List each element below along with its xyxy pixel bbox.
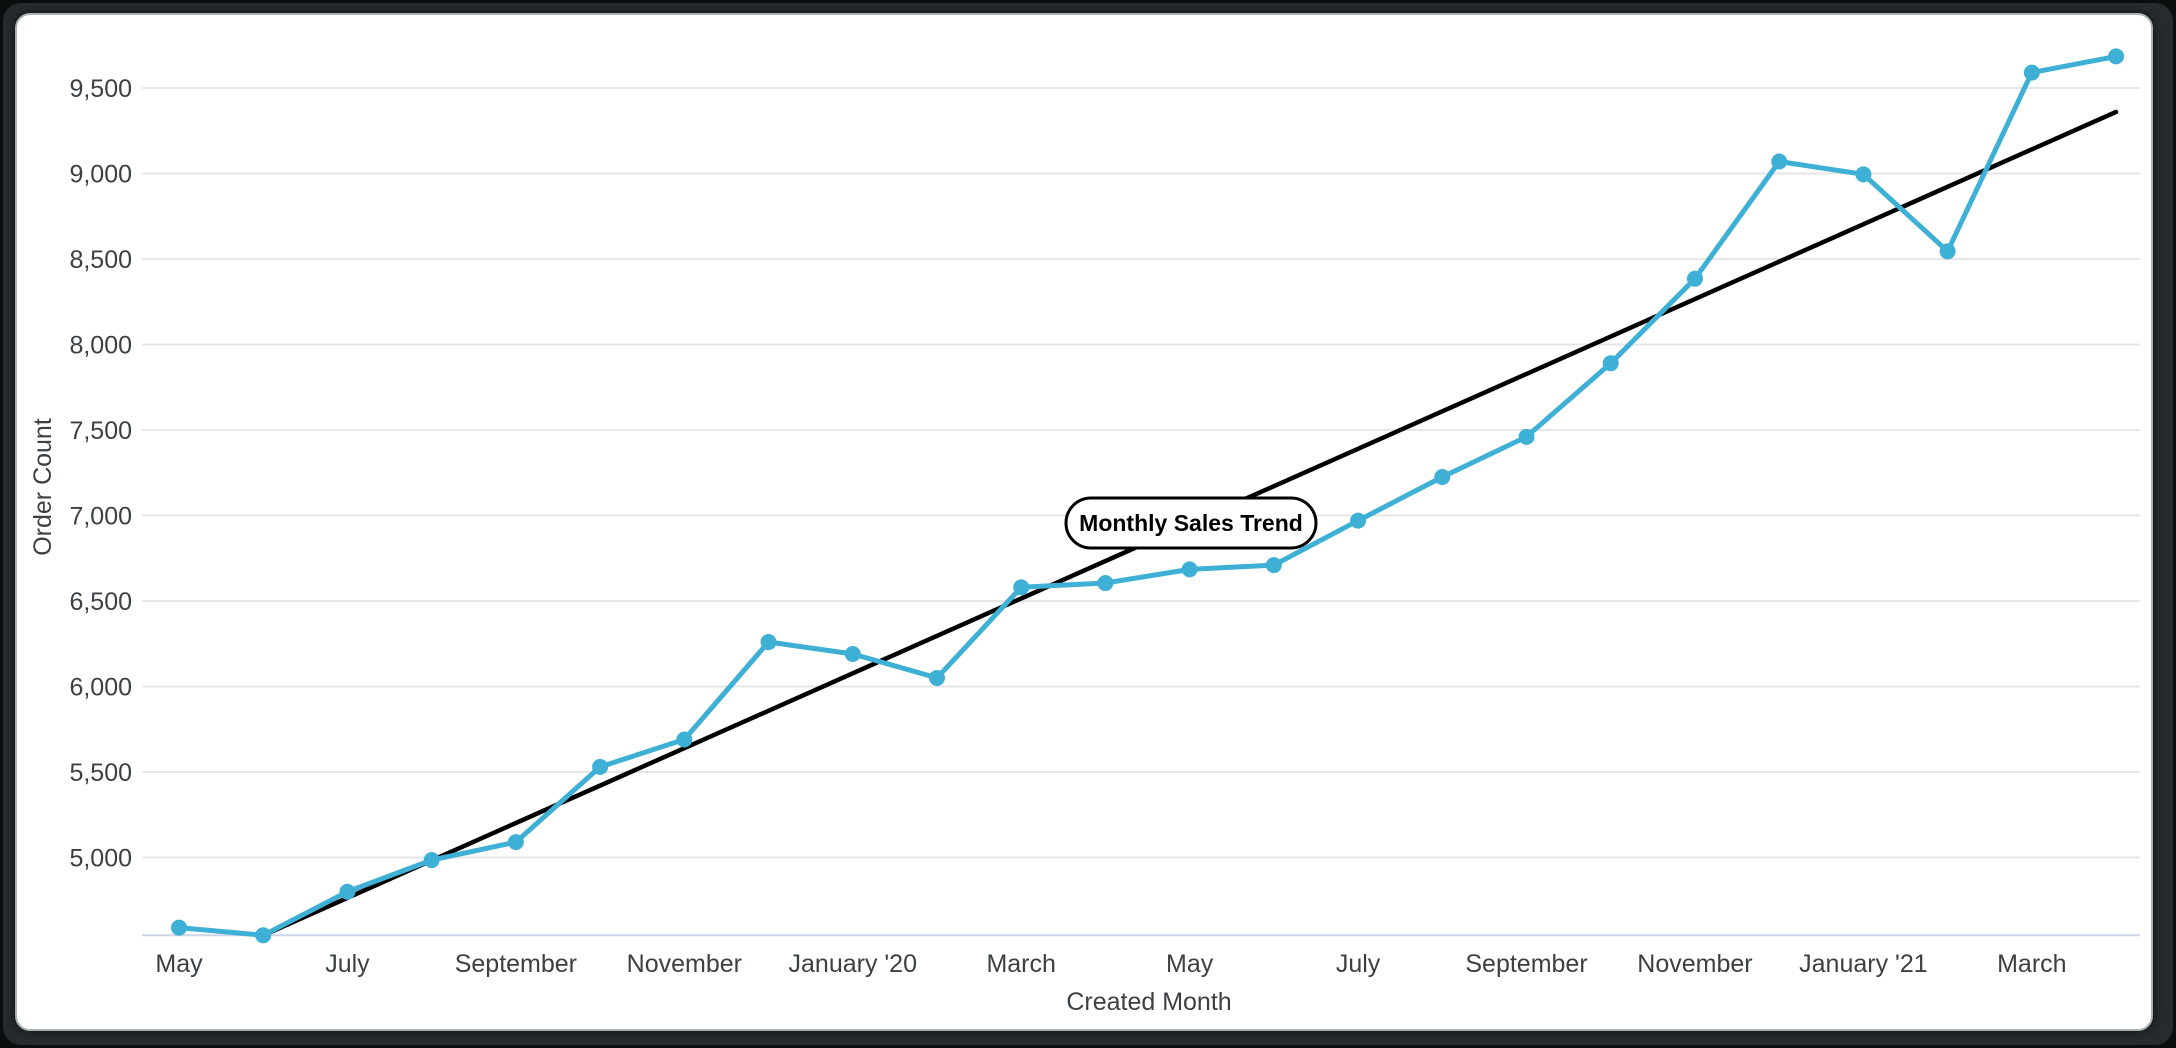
data-point[interactable] bbox=[760, 634, 777, 651]
y-tick-label: 6,500 bbox=[69, 588, 132, 616]
data-point[interactable] bbox=[1097, 575, 1114, 592]
y-tick-label: 7,500 bbox=[69, 417, 132, 445]
x-tick-label: January '21 bbox=[1799, 950, 1927, 978]
data-point[interactable] bbox=[507, 834, 524, 851]
y-tick-label: 8,000 bbox=[69, 331, 132, 359]
y-tick-label: 9,000 bbox=[69, 160, 132, 188]
x-tick-label: July bbox=[1336, 950, 1381, 978]
data-point[interactable] bbox=[1181, 561, 1198, 578]
x-tick-label: May bbox=[1166, 950, 1214, 978]
x-tick-label: September bbox=[455, 950, 577, 978]
series-layer bbox=[176, 53, 2119, 938]
data-point[interactable] bbox=[1350, 512, 1367, 529]
y-tick-label: 5,500 bbox=[69, 759, 132, 787]
gridlines-layer bbox=[142, 86, 2140, 859]
x-tick-label: November bbox=[1637, 950, 1752, 978]
data-point[interactable] bbox=[1265, 557, 1282, 574]
data-point[interactable] bbox=[1518, 428, 1535, 445]
x-tick-label: March bbox=[986, 950, 1055, 978]
x-tick-label: September bbox=[1465, 950, 1587, 978]
data-point[interactable] bbox=[1013, 579, 1030, 596]
x-tick-label: March bbox=[1997, 950, 2066, 978]
y-tick-label: 6,000 bbox=[69, 673, 132, 701]
series-line bbox=[176, 53, 2119, 938]
x-tick-label: July bbox=[325, 950, 370, 978]
data-point[interactable] bbox=[1939, 243, 1956, 260]
data-point[interactable] bbox=[928, 669, 945, 686]
data-point[interactable] bbox=[1771, 153, 1788, 170]
data-point[interactable] bbox=[1602, 355, 1619, 372]
data-point[interactable] bbox=[1434, 469, 1451, 486]
y-tick-labels-layer: 5,000 5,500 6,000 6,500 7,000 7,500 8,000 8,500… bbox=[69, 75, 132, 872]
data-point[interactable] bbox=[423, 852, 440, 869]
y-tick-label: 5,000 bbox=[69, 844, 132, 872]
x-tick-labels-layer: May July September November January '20 March… bbox=[155, 950, 2066, 978]
data-point[interactable] bbox=[255, 927, 272, 944]
data-point[interactable] bbox=[1855, 166, 1872, 183]
data-point[interactable] bbox=[844, 646, 861, 663]
data-points-layer bbox=[171, 48, 2125, 944]
x-tick-label: May bbox=[155, 950, 203, 978]
trend-annotation: Monthly Sales Trend bbox=[1064, 496, 1318, 550]
y-axis-title: Order Count bbox=[29, 418, 57, 556]
data-point[interactable] bbox=[1686, 270, 1703, 287]
x-tick-label: November bbox=[627, 950, 742, 978]
data-point[interactable] bbox=[339, 883, 356, 900]
data-point[interactable] bbox=[676, 731, 693, 748]
data-point[interactable] bbox=[592, 758, 609, 775]
y-tick-label: 9,500 bbox=[69, 75, 132, 103]
x-axis-title: Created Month bbox=[1066, 988, 1231, 1016]
trend-annotation-pill bbox=[1064, 496, 1318, 550]
data-point[interactable] bbox=[2108, 48, 2125, 65]
trend-annotation-label: Monthly Sales Trend bbox=[1079, 510, 1303, 536]
y-tick-label: 7,000 bbox=[69, 502, 132, 530]
data-point[interactable] bbox=[2023, 64, 2040, 81]
data-point[interactable] bbox=[171, 919, 187, 936]
y-tick-label: 8,500 bbox=[69, 246, 132, 274]
x-tick-label: January '20 bbox=[789, 950, 917, 978]
